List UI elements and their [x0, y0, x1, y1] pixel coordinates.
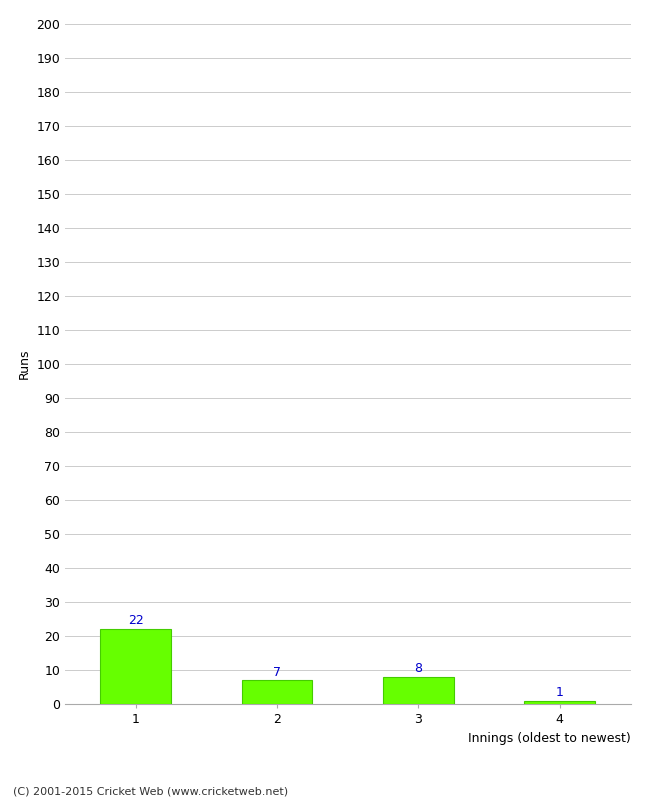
X-axis label: Innings (oldest to newest): Innings (oldest to newest): [468, 731, 630, 745]
Text: 22: 22: [128, 614, 144, 627]
Y-axis label: Runs: Runs: [18, 349, 31, 379]
Text: 1: 1: [556, 686, 564, 699]
Bar: [383, 677, 454, 704]
Text: (C) 2001-2015 Cricket Web (www.cricketweb.net): (C) 2001-2015 Cricket Web (www.cricketwe…: [13, 786, 288, 796]
Bar: [525, 701, 595, 704]
Bar: [242, 680, 313, 704]
Text: 7: 7: [273, 666, 281, 678]
Text: 8: 8: [415, 662, 422, 675]
Bar: [100, 629, 171, 704]
